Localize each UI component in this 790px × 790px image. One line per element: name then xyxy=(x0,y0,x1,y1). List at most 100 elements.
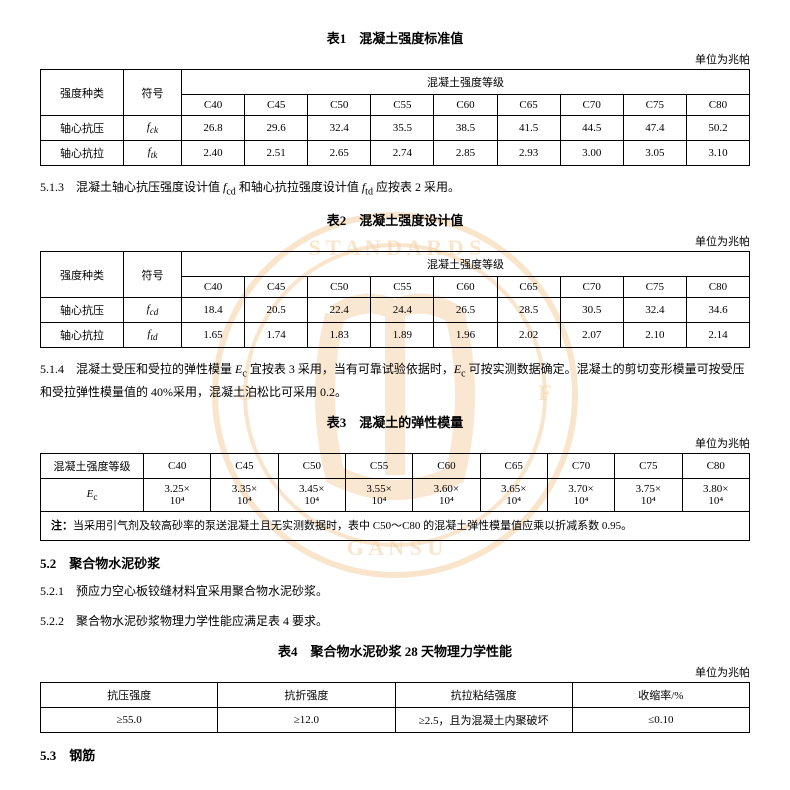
grade-cell: C45 xyxy=(245,277,308,298)
row-sym: ftk xyxy=(124,141,182,166)
data-cell: 3.70×10⁴ xyxy=(547,478,614,511)
table3-title: 表3 混凝土的弹性模量 xyxy=(40,412,750,431)
data-cell: 2.07 xyxy=(560,323,623,348)
data-cell: 2.93 xyxy=(497,141,560,166)
grade-cell: C75 xyxy=(623,277,686,298)
grade-cell: C40 xyxy=(182,95,245,116)
grade-cell: C80 xyxy=(686,277,749,298)
table1: 强度种类 符号 混凝土强度等级 C40 C45 C50 C55 C60 C65 … xyxy=(40,69,750,166)
data-cell: 3.45×10⁴ xyxy=(278,478,345,511)
table3-unit: 单位为兆帕 xyxy=(40,435,750,451)
row-name: 轴心抗拉 xyxy=(41,141,124,166)
grade-cell: C70 xyxy=(547,453,614,478)
grade-cell: C60 xyxy=(434,277,497,298)
data-cell: 32.4 xyxy=(308,116,371,141)
table1-unit: 单位为兆帕 xyxy=(40,51,750,67)
para-514: 5.1.4 混凝土受压和受拉的弹性模量 Ec 宜按表 3 采用，当有可靠试验依据… xyxy=(40,360,750,402)
grade-cell: C50 xyxy=(308,277,371,298)
grade-cell: C75 xyxy=(615,453,682,478)
grade-cell: C80 xyxy=(686,95,749,116)
data-cell: 35.5 xyxy=(371,116,434,141)
grade-cell: C70 xyxy=(560,95,623,116)
data-cell: 3.55×10⁴ xyxy=(345,478,412,511)
para-522: 5.2.2 聚合物水泥砂浆物理力学性能应满足表 4 要求。 xyxy=(40,612,750,631)
table1-title: 表1 混凝土强度标准值 xyxy=(40,28,750,47)
data-cell: 2.02 xyxy=(497,323,560,348)
data-cell: 2.14 xyxy=(686,323,749,348)
data-cell: 47.4 xyxy=(623,116,686,141)
th-type: 强度种类 xyxy=(41,252,124,298)
table2-title: 表2 混凝土强度设计值 xyxy=(40,210,750,229)
para-521: 5.2.1 预应力空心板铰缝材料宜采用聚合物水泥砂浆。 xyxy=(40,582,750,601)
grade-cell: C55 xyxy=(345,453,412,478)
data-cell: 44.5 xyxy=(560,116,623,141)
data-cell: 1.74 xyxy=(245,323,308,348)
row-sym: ftd xyxy=(124,323,182,348)
grade-cell: C70 xyxy=(560,277,623,298)
data-cell: 1.89 xyxy=(371,323,434,348)
data-cell: 3.75×10⁴ xyxy=(615,478,682,511)
grade-cell: C45 xyxy=(211,453,278,478)
row-sym: fcd xyxy=(124,298,182,323)
data-cell: 2.74 xyxy=(371,141,434,166)
data-cell: 2.51 xyxy=(245,141,308,166)
section-52: 5.2 聚合物水泥砂浆 xyxy=(40,553,750,572)
grade-cell: C50 xyxy=(278,453,345,478)
row-ec: Ec xyxy=(41,478,144,511)
grade-cell: C80 xyxy=(682,453,750,478)
th-flexural: 抗折强度 xyxy=(218,682,395,707)
table3-note: 注：当采用引气剂及较高砂率的泵送混凝土且无实测数据时，表中 C50～C80 的混… xyxy=(41,511,750,541)
row-name: 轴心抗压 xyxy=(41,298,124,323)
th-shrink: 收缩率/% xyxy=(572,682,749,707)
data-cell: 3.00 xyxy=(560,141,623,166)
data-cell: 26.5 xyxy=(434,298,497,323)
grade-cell: C45 xyxy=(245,95,308,116)
data-cell: ≤0.10 xyxy=(572,707,749,732)
row-sym: fck xyxy=(124,116,182,141)
data-cell: 29.6 xyxy=(245,116,308,141)
data-cell: 1.96 xyxy=(434,323,497,348)
grade-cell: C60 xyxy=(413,453,480,478)
data-cell: 50.2 xyxy=(686,116,749,141)
grade-cell: C65 xyxy=(497,277,560,298)
data-cell: ≥55.0 xyxy=(41,707,218,732)
grade-cell: C65 xyxy=(497,95,560,116)
th-type: 强度种类 xyxy=(41,70,124,116)
data-cell: ≥12.0 xyxy=(218,707,395,732)
data-cell: 3.35×10⁴ xyxy=(211,478,278,511)
data-cell: 1.83 xyxy=(308,323,371,348)
th-grade: 混凝土强度等级 xyxy=(41,453,144,478)
table4-title: 表4 聚合物水泥砂浆 28 天物理力学性能 xyxy=(40,641,750,660)
data-cell: 3.10 xyxy=(686,141,749,166)
table2: 强度种类 符号 混凝土强度等级 C40 C45 C50 C55 C60 C65 … xyxy=(40,251,750,348)
grade-cell: C55 xyxy=(371,95,434,116)
data-cell: 26.8 xyxy=(182,116,245,141)
table4-unit: 单位为兆帕 xyxy=(40,664,750,680)
row-name: 轴心抗拉 xyxy=(41,323,124,348)
data-cell: 1.65 xyxy=(182,323,245,348)
data-cell: 2.85 xyxy=(434,141,497,166)
data-cell: 3.05 xyxy=(623,141,686,166)
data-cell: 41.5 xyxy=(497,116,560,141)
data-cell: 28.5 xyxy=(497,298,560,323)
data-cell: 20.5 xyxy=(245,298,308,323)
data-cell: 34.6 xyxy=(686,298,749,323)
grade-cell: C60 xyxy=(434,95,497,116)
data-cell: 24.4 xyxy=(371,298,434,323)
th-sym: 符号 xyxy=(124,70,182,116)
grade-cell: C55 xyxy=(371,277,434,298)
table3: 混凝土强度等级 C40 C45 C50 C55 C60 C65 C70 C75 … xyxy=(40,453,750,542)
data-cell: 32.4 xyxy=(623,298,686,323)
data-cell: ≥2.5，且为混凝土内聚破坏 xyxy=(395,707,572,732)
data-cell: 3.65×10⁴ xyxy=(480,478,547,511)
th-sym: 符号 xyxy=(124,252,182,298)
grade-cell: C50 xyxy=(308,95,371,116)
data-cell: 3.80×10⁴ xyxy=(682,478,750,511)
th-bond: 抗拉粘结强度 xyxy=(395,682,572,707)
para-513: 5.1.3 混凝土轴心抗压强度设计值 fcd 和轴心抗拉强度设计值 ftd 应按… xyxy=(40,178,750,200)
grade-cell: C75 xyxy=(623,95,686,116)
th-grade: 混凝土强度等级 xyxy=(182,70,750,95)
section-53: 5.3 钢筋 xyxy=(40,745,750,764)
th-compressive: 抗压强度 xyxy=(41,682,218,707)
data-cell: 2.10 xyxy=(623,323,686,348)
